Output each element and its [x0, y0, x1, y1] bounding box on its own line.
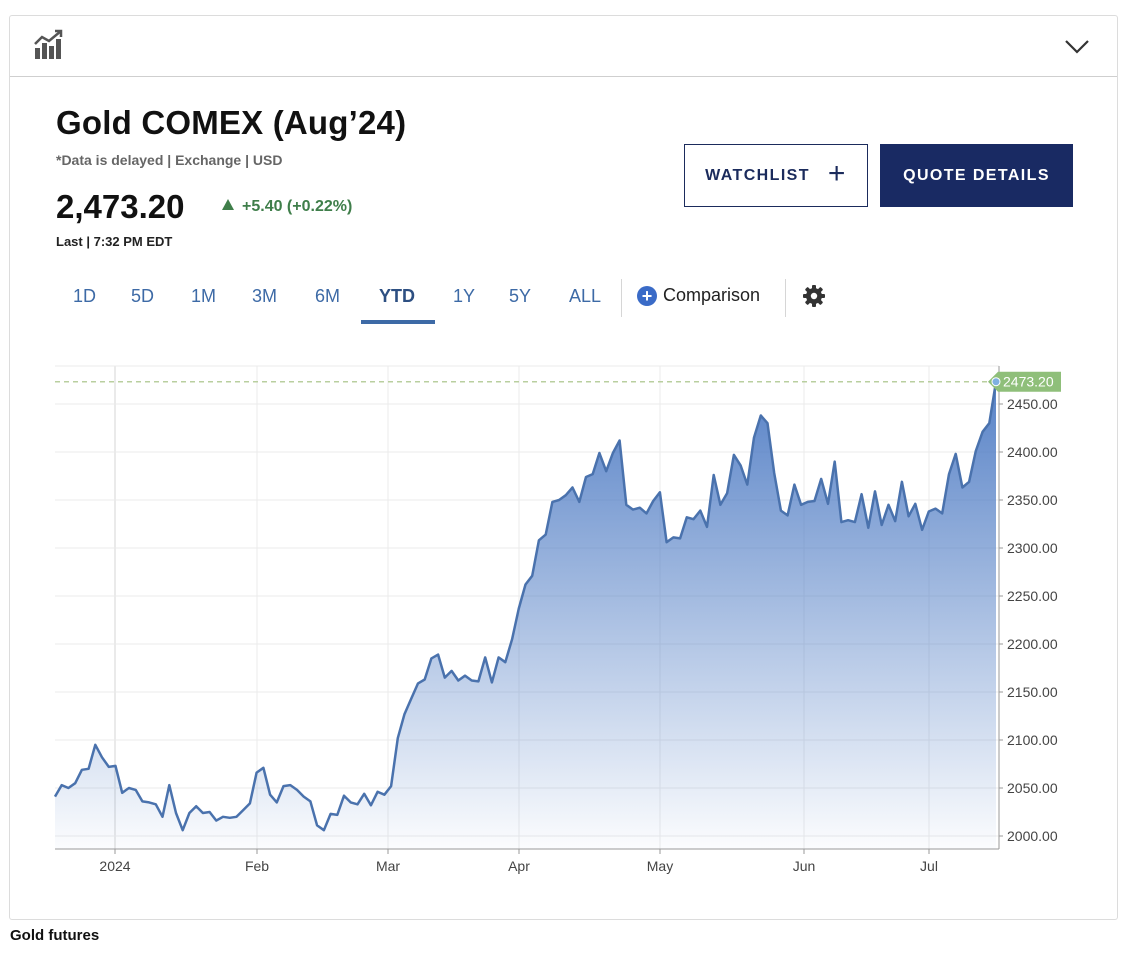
tab-6m[interactable]: 6M [315, 286, 341, 306]
y-tick-label: 2150.00 [1007, 684, 1058, 700]
last-price-dot [991, 377, 1001, 387]
comparison-button[interactable]: + Comparison [637, 285, 760, 306]
data-delay-notice: *Data is delayed | Exchange | USD [56, 152, 283, 168]
price-chart[interactable]: 2000.00 2050.00 2100.00 2150.00 2200.00 2250.… [0, 0, 1134, 900]
x-tick-label: 2024 [99, 858, 130, 874]
x-tick-label: Feb [245, 858, 269, 874]
x-tick-label: Jun [793, 858, 816, 874]
watchlist-label: WATCHLIST [705, 166, 810, 184]
last-price-tag [988, 371, 1061, 392]
up-arrow-icon [222, 199, 234, 210]
bar-chart-trend-icon [34, 29, 63, 59]
y-tick-label: 2350.00 [1007, 492, 1058, 508]
tab-3m[interactable]: 3M [252, 286, 278, 306]
y-axis: 2000.00 2050.00 2100.00 2150.00 2200.00 2250.… [999, 396, 1058, 844]
instrument-title: Gold COMEX (Aug’24) [56, 104, 407, 141]
chart-caption: Gold futures [10, 927, 100, 944]
range-selector: 1D 5D 1M 3M 6M YTD 1Y 5Y ALL + Compariso… [10, 274, 1117, 324]
tab-5d[interactable]: 5D [131, 286, 155, 306]
tab-1d[interactable]: 1D [73, 286, 97, 306]
y-tick-label: 2000.00 [1007, 828, 1058, 844]
card-header [10, 16, 1117, 77]
price-line [53, 381, 998, 832]
y-tick-label: 2250.00 [1007, 588, 1058, 604]
gear-icon[interactable] [802, 284, 826, 308]
price-change: +5.40 (+0.22%) [222, 198, 352, 216]
y-tick-label: 2450.00 [1007, 396, 1058, 412]
y-tick-label: 2400.00 [1007, 444, 1058, 460]
x-axis: 2024 Feb Mar Apr May Jun Jul [99, 849, 938, 874]
last-price-label: 2473.20 [1003, 374, 1054, 390]
quote-details-button[interactable]: QUOTE DETAILS [880, 144, 1073, 207]
tab-5y[interactable]: 5Y [509, 286, 532, 306]
tab-all[interactable]: ALL [569, 286, 602, 306]
tab-1y[interactable]: 1Y [453, 286, 476, 306]
watchlist-button[interactable]: WATCHLIST + [684, 144, 868, 207]
y-tick-label: 2200.00 [1007, 636, 1058, 652]
price-change-value: +5.40 (+0.22%) [242, 198, 353, 215]
y-tick-label: 2100.00 [1007, 732, 1058, 748]
tab-1m[interactable]: 1M [191, 286, 217, 306]
chevron-down-icon[interactable] [1062, 32, 1092, 60]
comparison-label: Comparison [663, 285, 761, 305]
plus-icon: + [827, 156, 847, 190]
x-tick-label: May [647, 858, 673, 874]
tab-ytd[interactable]: YTD [379, 286, 415, 306]
last-updated: Last | 7:32 PM EDT [56, 234, 173, 249]
y-tick-label: 2050.00 [1007, 780, 1058, 796]
divider [785, 279, 786, 317]
y-tick-label: 2300.00 [1007, 540, 1058, 556]
price-area [55, 381, 996, 849]
x-tick-label: Mar [376, 858, 400, 874]
x-tick-label: Apr [508, 858, 530, 874]
divider [621, 279, 622, 317]
last-price-marker: 2473.20 [55, 371, 1061, 392]
quote-details-label: QUOTE DETAILS [903, 166, 1050, 184]
add-circle-icon: + [637, 285, 657, 306]
x-tick-label: Jul [920, 858, 938, 874]
last-price: 2,473.20 [56, 188, 185, 225]
active-tab-indicator [361, 320, 435, 324]
